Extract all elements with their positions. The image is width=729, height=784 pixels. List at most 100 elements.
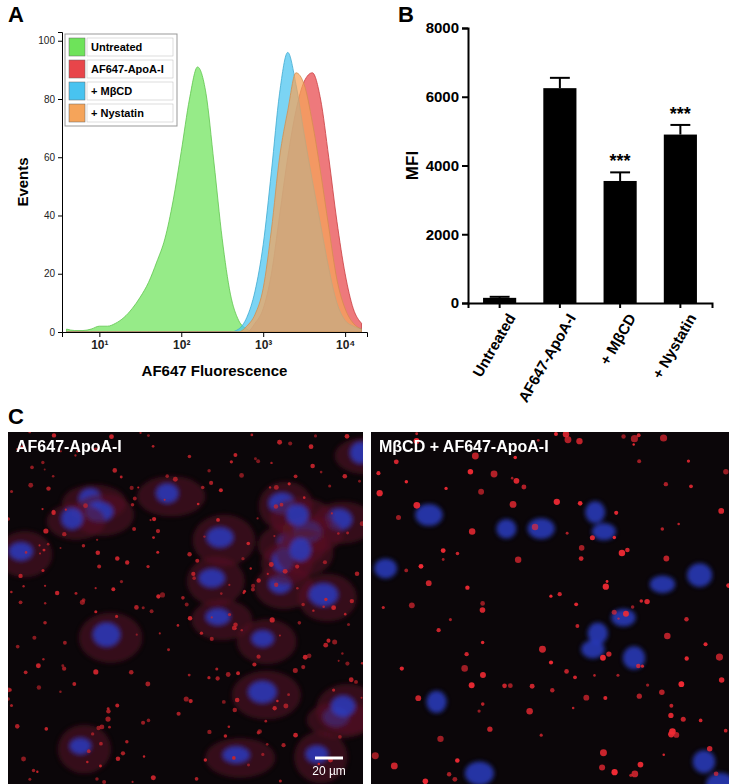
fluorescent-punctum (301, 665, 305, 669)
fluorescent-punctum (256, 517, 258, 519)
legend-label: + MβCD (91, 85, 132, 97)
tick-mark (58, 41, 62, 42)
tick-label: 6000 (426, 88, 459, 105)
fluorescent-punctum (343, 474, 348, 479)
fluorescent-punctum (345, 434, 350, 439)
error-bar (550, 78, 570, 88)
fluorescent-punctum (391, 763, 398, 770)
tick-mark (679, 303, 681, 308)
fluorescent-punctum (481, 702, 485, 706)
fluorescent-punctum (726, 583, 729, 588)
fluorescent-punctum (269, 486, 271, 488)
bar (543, 88, 576, 303)
fluorescent-punctum (288, 482, 291, 485)
fluorescent-punctum (444, 487, 447, 490)
fluorescent-punctum (481, 641, 485, 645)
fluorescent-punctum (295, 564, 299, 568)
fluorescent-punctum (203, 535, 205, 537)
fluorescent-punctum (137, 486, 139, 488)
fluorescent-punctum (41, 569, 44, 572)
nucleus (93, 623, 120, 647)
fluorescent-punctum (465, 585, 469, 589)
fluorescent-punctum (60, 547, 62, 549)
nucleus (693, 750, 716, 773)
fluorescent-punctum (664, 482, 668, 486)
fluorescent-punctum (107, 707, 110, 710)
fluorescent-punctum (376, 471, 380, 475)
fluorescent-punctum (235, 627, 237, 629)
fluorescent-punctum (270, 462, 272, 464)
fluorescent-punctum (437, 736, 443, 742)
fluorescent-punctum (349, 677, 354, 682)
fluorescent-punctum (452, 777, 457, 782)
scale-bar-label: 20 µm (312, 764, 346, 778)
fluorescent-punctum (72, 682, 76, 686)
fluorescent-punctum (423, 779, 429, 784)
fluorescent-punctum (134, 605, 139, 610)
fluorescent-punctum (156, 551, 159, 554)
fluorescent-punctum (120, 476, 123, 479)
tick-label: 10² (173, 338, 190, 352)
nucleus (623, 646, 645, 669)
fluorescent-punctum (129, 670, 134, 675)
fluorescent-punctum (105, 716, 110, 721)
fluorescent-punctum (549, 595, 552, 598)
fluorescent-punctum (120, 580, 123, 583)
fluorescent-punctum (44, 602, 46, 604)
bar (483, 298, 516, 303)
legend-frame (65, 34, 177, 126)
fluorescent-punctum (572, 707, 575, 710)
fluorescent-punctum (396, 515, 401, 520)
legend-swatch (69, 104, 85, 122)
fluorescent-punctum (251, 584, 255, 588)
fluorescent-punctum (632, 443, 634, 445)
fluorescent-punctum (87, 749, 91, 753)
plot-area (67, 52, 362, 332)
fluorescent-punctum (270, 617, 275, 622)
fluorescent-punctum (563, 432, 569, 437)
fluorescent-punctum (230, 460, 233, 463)
fluorescent-punctum (251, 587, 255, 591)
fluorescent-punctum (566, 532, 569, 535)
fluorescent-punctum (96, 539, 98, 541)
tick-mark (58, 99, 62, 100)
fluorescent-punctum (19, 600, 23, 604)
tick-mark (462, 96, 468, 98)
fluorescent-punctum (22, 585, 24, 587)
fluorescent-punctum (147, 434, 150, 437)
fluorescent-punctum (487, 726, 492, 731)
fluorescent-punctum (121, 751, 125, 755)
fluorescent-punctum (603, 696, 607, 700)
fluorescent-punctum (184, 696, 189, 701)
fluorescent-punctum (94, 610, 97, 613)
fluorescent-punctum (211, 616, 213, 618)
tick-label: 80 (44, 94, 56, 105)
fluorescent-punctum (621, 434, 625, 438)
legend-cell (87, 104, 173, 122)
fluorescent-punctum (21, 757, 26, 762)
fluorescent-punctum (530, 684, 535, 689)
error-bar-cap (670, 124, 690, 126)
fluorescent-punctum (637, 459, 641, 463)
fluorescent-punctum (41, 461, 44, 464)
fluorescent-punctum (502, 684, 507, 689)
tick-label: 8000 (426, 19, 459, 36)
histogram-area (67, 73, 362, 332)
tick-label: 0 (49, 327, 55, 338)
fluorescent-punctum (236, 671, 240, 675)
error-bar-cap (550, 77, 570, 79)
fluorescent-punctum (82, 544, 85, 547)
legend-swatch (69, 60, 85, 78)
fluorescent-punctum (600, 655, 606, 661)
fluorescent-punctum (662, 753, 665, 756)
fluorescent-punctum (108, 726, 111, 729)
fluorescent-punctum (177, 712, 181, 716)
fluorescent-punctum (723, 469, 728, 474)
axis-line (58, 33, 63, 333)
tick-mark (499, 303, 501, 308)
axis-line (469, 304, 713, 309)
nucleus (465, 761, 494, 784)
fluorescent-punctum (593, 674, 596, 677)
fluorescent-punctum (93, 669, 98, 674)
legend-label: Untreated (91, 41, 142, 53)
